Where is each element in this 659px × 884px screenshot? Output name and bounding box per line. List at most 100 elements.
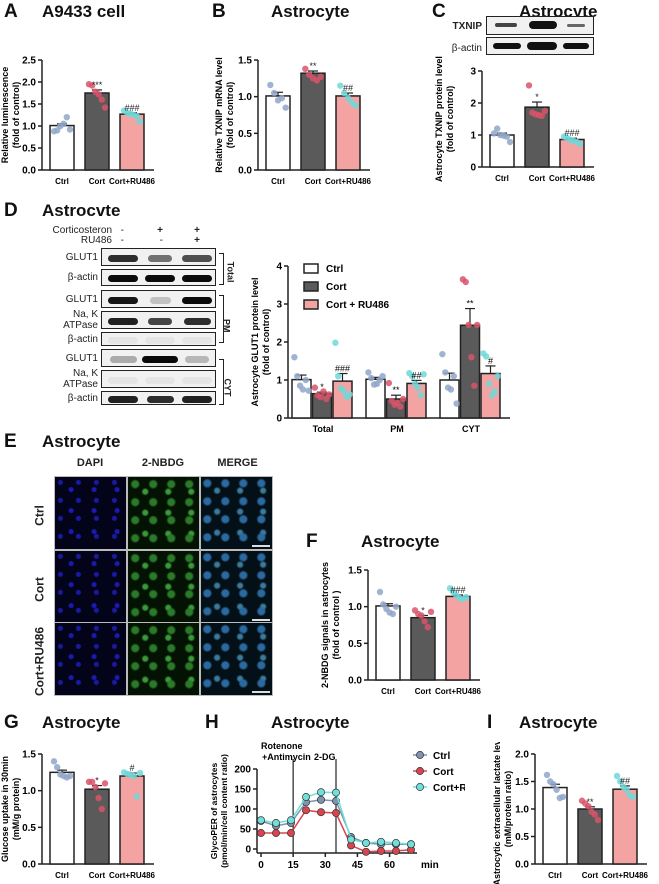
blot-label-txnip: TXNIP [452,21,482,32]
svg-text:3: 3 [276,300,282,311]
svg-text:(fold of control): (fold of control) [225,82,235,148]
microscopy-image [200,550,273,624]
svg-text:Cort+RU486: Cort+RU486 [435,687,482,696]
svg-text:0: 0 [245,845,251,856]
svg-text:Relative luminescence: Relative luminescence [0,67,10,164]
svg-text:**: ** [466,299,474,309]
svg-text:2: 2 [276,338,282,349]
svg-text:Cort+RU486: Cort+RU486 [549,174,596,183]
panel-label-a: A [4,1,18,22]
chart-c: 0 1 2 3 Astrocyte TXNIP protein level (fold o… [434,56,596,183]
svg-text:200: 200 [234,765,251,776]
chart-d: 0 1 2 3 4 Astrocyte GLUT1 protein level (fold … [250,262,510,434]
blot-lane-row [101,370,216,388]
svg-text:100: 100 [234,805,251,816]
scale-bar [252,619,270,621]
svg-text:(fold of control): (fold of control) [445,86,455,152]
svg-text:###: ### [450,585,465,595]
svg-text:(mM/protein ratio): (mM/protein ratio) [503,771,513,848]
microscopy-image [54,476,127,550]
scale-bar [252,545,270,547]
svg-text:15: 15 [288,860,300,871]
svg-text:0.0: 0.0 [22,860,36,871]
svg-text:1.0: 1.0 [22,786,36,797]
blot-lane-row [101,248,216,266]
svg-text:min: min [421,860,439,871]
svg-text:2: 2 [470,99,476,110]
svg-text:0.5: 0.5 [348,639,362,650]
svg-text:1.5: 1.5 [22,100,36,111]
svg-text:Cort: Cort [529,174,546,183]
svg-text:Cort: Cort [89,871,106,880]
bracket-pm [219,295,224,343]
panel-title-i: Astrocyte [519,713,598,732]
microscopy-image [127,622,200,696]
svg-text:1.0: 1.0 [348,602,362,613]
svg-text:CYT: CYT [462,424,481,434]
svg-text:Ctrl: Ctrl [495,174,509,183]
svg-text:Ctrl: Ctrl [381,687,395,696]
svg-text:Astrocytic extracellular lacta: Astrocytic extracellular lactate level [492,742,502,884]
svg-text:**: ** [586,797,594,807]
fraction-cyt: CYT [222,378,233,397]
panel-label-i: I [487,712,493,733]
treatment-label-cort: Corticosteron [52,225,112,236]
svg-text:1.0: 1.0 [238,92,252,103]
svg-text:30: 30 [320,860,332,871]
ru-sign-1: - [120,235,124,246]
panel-label-c: C [432,1,446,22]
panel-title-d: Astrocvte [42,201,121,220]
chart-a: 0.0 0.5 1.0 1.5 2.0 2.5 Relative luminescence(… [0,56,156,187]
svg-text:(mM/g protein): (mM/g protein) [11,778,21,841]
svg-text:1: 1 [470,131,476,142]
cort-sign-2: + [157,225,163,236]
svg-text:0.0: 0.0 [22,166,36,177]
svg-text:#: # [129,763,134,773]
bracket-total [219,253,224,285]
panel-title-f: Astrocyte [361,532,440,551]
fraction-pm: PM [221,319,232,333]
svg-text:Cort+RU486: Cort+RU486 [109,177,156,186]
svg-text:*: * [95,776,99,786]
bracket-cyt [219,359,224,405]
svg-text:*: * [421,605,425,615]
svg-text:###: ### [124,103,139,113]
microscopy-image [200,476,273,550]
blot-label: Na, K ATPase [63,368,98,390]
svg-text:2.5: 2.5 [22,56,36,67]
svg-text:###: ### [335,364,350,374]
svg-text:Cort+RU486: Cort+RU486 [325,177,372,186]
blot-lane-row [101,311,216,329]
ru-sign-2: - [159,235,163,246]
blot-label: GLUT1 [65,293,98,305]
svg-text:Ctrl: Ctrl [433,751,450,762]
microscopy-image [200,622,273,696]
svg-text:###: ### [564,128,579,138]
blot-label: β-actin [67,272,98,283]
blot-lane-row [101,391,216,405]
svg-text:1.5: 1.5 [22,750,36,761]
svg-text:3: 3 [470,67,476,78]
svg-text:**: ** [392,385,400,395]
svg-text:60: 60 [384,860,396,871]
svg-text:Rotenone: Rotenone [261,741,303,751]
svg-text:0.5: 0.5 [515,832,529,843]
chart-g: 0.0 0.5 1.0 1.5 Glucose uptake in 30min (mM/g… [0,750,156,881]
col-header-2nbdg: 2-NBDG [141,457,185,469]
blot-label: β-actin [67,392,98,404]
svg-text:2.0: 2.0 [22,78,36,89]
panel-label-b: B [212,1,226,22]
row-label-ctrl: Ctrl [32,505,47,526]
microscopy-image [127,476,200,550]
svg-text:Relative TXNIP mRNA level: Relative TXNIP mRNA level [214,57,224,173]
svg-text:#: # [488,356,493,366]
svg-text:Ctrl: Ctrl [55,871,69,880]
svg-text:1.5: 1.5 [515,777,529,788]
svg-text:Cort+RU486: Cort+RU486 [433,783,465,794]
svg-text:0.0: 0.0 [238,166,252,177]
blot-bactin-c [486,37,594,55]
svg-text:(fold of control): (fold of control) [261,309,271,375]
svg-text:0.5: 0.5 [238,129,252,140]
svg-text:Ctrl: Ctrl [55,177,69,186]
cort-sign-1: - [120,225,124,236]
